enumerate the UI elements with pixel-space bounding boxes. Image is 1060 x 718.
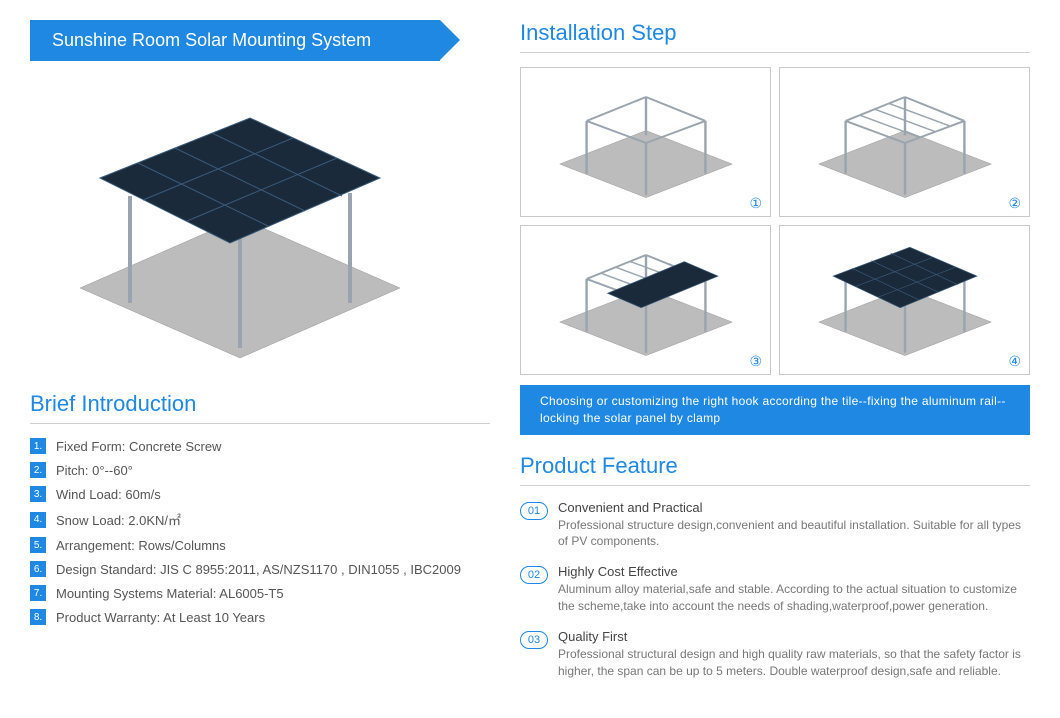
- intro-item: 5. Arrangement: Rows/Columns: [30, 537, 490, 553]
- feature-title: Convenient and Practical: [558, 500, 1030, 515]
- intro-list: 1. Fixed Form: Concrete Screw 2. Pitch: 0°-…: [30, 438, 490, 633]
- feature-text: Highly Cost Effective Aluminum alloy mate…: [558, 564, 1030, 615]
- intro-label: Fixed Form: Concrete Screw: [56, 439, 221, 454]
- intro-number-box: 7.: [30, 585, 46, 601]
- intro-label: Product Warranty: At Least 10 Years: [56, 610, 265, 625]
- divider-installation: [520, 52, 1030, 53]
- installation-note: Choosing or customizing the right hook a…: [520, 385, 1030, 435]
- feature-title: Quality First: [558, 629, 1030, 644]
- feature-text: Quality First Professional structural des…: [558, 629, 1030, 680]
- left-column: Sunshine Room Solar Mounting System: [30, 20, 490, 698]
- right-column: Installation Step ① ② ③ ④ Choosing or custo…: [520, 20, 1030, 698]
- step-number: ②: [1008, 195, 1021, 212]
- step-diagram-svg: [531, 233, 761, 368]
- brief-intro-heading: Brief Introduction: [30, 391, 490, 417]
- title-banner: Sunshine Room Solar Mounting System: [30, 20, 440, 61]
- intro-number-box: 3.: [30, 486, 46, 502]
- main-product-diagram: [30, 73, 450, 373]
- feature-desc: Professional structural design and high …: [558, 646, 1030, 680]
- feature-item: 01 Convenient and Practical Professional s…: [520, 500, 1030, 551]
- feature-item: 02 Highly Cost Effective Aluminum alloy ma…: [520, 564, 1030, 615]
- step-number: ③: [749, 353, 762, 370]
- intro-number-box: 4.: [30, 512, 46, 528]
- intro-label: Design Standard: JIS C 8955:2011, AS/NZS…: [56, 562, 461, 577]
- feature-title: Highly Cost Effective: [558, 564, 1030, 579]
- installation-step-cell: ①: [520, 67, 771, 217]
- installation-step-cell: ③: [520, 225, 771, 375]
- intro-number-box: 8.: [30, 609, 46, 625]
- divider-left: [30, 423, 490, 424]
- title-text: Sunshine Room Solar Mounting System: [52, 30, 371, 50]
- feature-list: 01 Convenient and Practical Professional s…: [520, 500, 1030, 694]
- divider-feature: [520, 485, 1030, 486]
- intro-item: 4. Snow Load: 2.0KN/㎡: [30, 510, 490, 529]
- installation-steps-grid: ① ② ③ ④: [520, 67, 1030, 375]
- step-diagram-svg: [531, 75, 761, 210]
- feature-number: 01: [520, 502, 548, 520]
- intro-item: 6. Design Standard: JIS C 8955:2011, AS/N…: [30, 561, 490, 577]
- installation-heading: Installation Step: [520, 20, 1030, 46]
- feature-number: 03: [520, 631, 548, 649]
- intro-label: Pitch: 0°--60°: [56, 463, 133, 478]
- step-diagram-svg: [790, 233, 1020, 368]
- feature-item: 03 Quality First Professional structural d…: [520, 629, 1030, 680]
- intro-label: Snow Load: 2.0KN/㎡: [56, 510, 181, 529]
- intro-label: Wind Load: 60m/s: [56, 487, 161, 502]
- intro-item: 8. Product Warranty: At Least 10 Years: [30, 609, 490, 625]
- feature-text: Convenient and Practical Professional str…: [558, 500, 1030, 551]
- intro-number-box: 5.: [30, 537, 46, 553]
- intro-item: 1. Fixed Form: Concrete Screw: [30, 438, 490, 454]
- intro-number-box: 1.: [30, 438, 46, 454]
- step-number: ④: [1008, 353, 1021, 370]
- installation-step-cell: ②: [779, 67, 1030, 217]
- intro-item: 3. Wind Load: 60m/s: [30, 486, 490, 502]
- intro-item: 2. Pitch: 0°--60°: [30, 462, 490, 478]
- step-number: ①: [749, 195, 762, 212]
- step-diagram-svg: [790, 75, 1020, 210]
- intro-number-box: 6.: [30, 561, 46, 577]
- intro-label: Mounting Systems Material: AL6005-T5: [56, 586, 284, 601]
- feature-desc: Professional structure design,convenient…: [558, 517, 1030, 551]
- feature-number: 02: [520, 566, 548, 584]
- feature-heading: Product Feature: [520, 453, 1030, 479]
- installation-step-cell: ④: [779, 225, 1030, 375]
- intro-item: 7. Mounting Systems Material: AL6005-T5: [30, 585, 490, 601]
- intro-number-box: 2.: [30, 462, 46, 478]
- carport-complete-svg: [40, 78, 440, 368]
- intro-label: Arrangement: Rows/Columns: [56, 538, 226, 553]
- feature-desc: Aluminum alloy material,safe and stable.…: [558, 581, 1030, 615]
